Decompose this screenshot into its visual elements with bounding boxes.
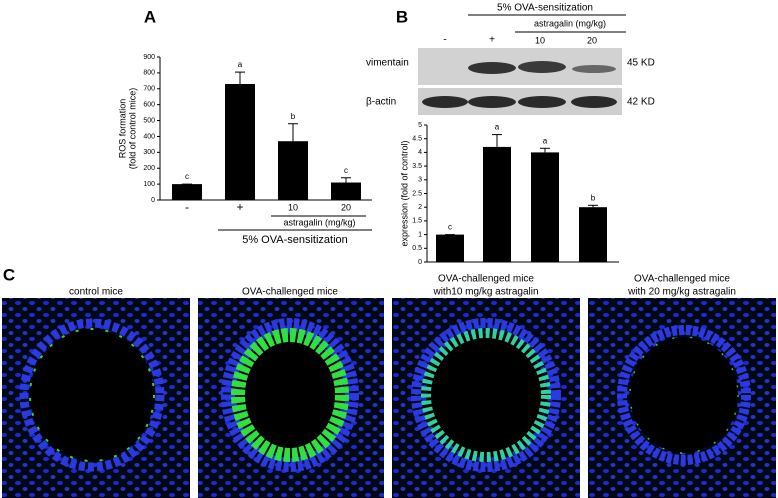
row-label: vimentain: [366, 58, 409, 69]
caption: OVA-challenged mice: [634, 274, 730, 285]
x-tick-label: 10: [288, 202, 298, 212]
band: [468, 62, 516, 74]
caption: with10 mg/kg astragalin: [432, 287, 538, 298]
band: [422, 96, 468, 108]
y-tick-label: 3.5: [412, 163, 422, 170]
lane-label: 20: [587, 35, 597, 45]
y-tick-label: 1.5: [412, 218, 422, 225]
letter: b: [291, 112, 296, 121]
band: [572, 65, 616, 73]
panel-label: B: [396, 7, 408, 26]
y-tick-label: 0: [418, 259, 422, 266]
row-label: β-actin: [366, 97, 396, 108]
micrograph: [2, 298, 190, 498]
size-label: 45 KD: [627, 58, 655, 69]
y-tick-label: 3: [418, 177, 422, 184]
lane-label: -: [443, 35, 446, 46]
y-tick-label: 4.5: [412, 136, 422, 143]
blot-header: 5% OVA-sensitization: [497, 3, 593, 14]
y-axis-label: expression (fold of control): [399, 140, 409, 246]
y-tick-label: 100: [143, 181, 155, 188]
band: [518, 61, 566, 73]
lane-label: +: [489, 35, 495, 46]
y-tick-label: 0: [151, 197, 155, 204]
band: [468, 96, 516, 108]
blot-subheader: astragalin (mg/kg): [534, 18, 606, 28]
y-tick-label: 600: [143, 102, 155, 109]
y-tick-label: 800: [143, 70, 155, 77]
micrograph: [588, 298, 776, 498]
y-tick-label: 900: [143, 54, 155, 61]
caption: with 20 mg/kg astragalin: [627, 287, 736, 298]
y-tick-label: 0.5: [412, 245, 422, 252]
micrograph: [392, 298, 580, 498]
caption: OVA-challenged mice: [438, 274, 534, 285]
y-tick-label: 2.5: [412, 190, 422, 197]
panel-label: C: [3, 265, 15, 284]
bar: [172, 184, 202, 200]
bar: [225, 84, 255, 200]
bar: [436, 234, 464, 262]
x-tick-label: +: [236, 200, 243, 214]
letter: a: [238, 60, 243, 69]
y-tick-label: 500: [143, 117, 155, 124]
letter: c: [185, 172, 189, 181]
bar: [483, 146, 511, 262]
band: [571, 96, 617, 108]
y-tick-label: 300: [143, 149, 155, 156]
size-label: 42 KD: [627, 97, 655, 108]
y-tick-label: 1: [418, 231, 422, 238]
letter: a: [495, 123, 500, 132]
letter: b: [591, 193, 596, 202]
caption: control mice: [69, 287, 123, 298]
micrograph: [198, 298, 384, 498]
y-tick-label: 400: [143, 133, 155, 140]
group-label: astragalin (mg/kg): [283, 217, 355, 227]
y-tick-label: 200: [143, 165, 155, 172]
caption: OVA-challenged mice: [242, 287, 338, 298]
y-tick-label: 4: [418, 149, 422, 156]
y-tick-label: 700: [143, 86, 155, 93]
letter: a: [543, 136, 548, 145]
bar: [531, 152, 559, 262]
y-axis-label: (fold of control mice): [127, 88, 137, 170]
panel-label: A: [144, 7, 156, 26]
letter: c: [448, 223, 452, 232]
y-tick-label: 2: [418, 204, 422, 211]
letter: c: [344, 166, 348, 175]
x-tick-label: 20: [341, 202, 351, 212]
y-tick-label: 5: [418, 122, 422, 129]
x-tick-label: -: [185, 200, 189, 214]
y-axis-label: ROS formation: [117, 99, 127, 159]
band: [518, 96, 566, 108]
lane-label: 10: [535, 35, 545, 45]
bar: [278, 141, 308, 200]
blot: 5% OVA-sensitization astragalin (mg/kg) …: [366, 3, 655, 115]
bar: [579, 207, 607, 262]
bar: [331, 182, 361, 200]
group-label: 5% OVA-sensitization: [242, 234, 348, 246]
